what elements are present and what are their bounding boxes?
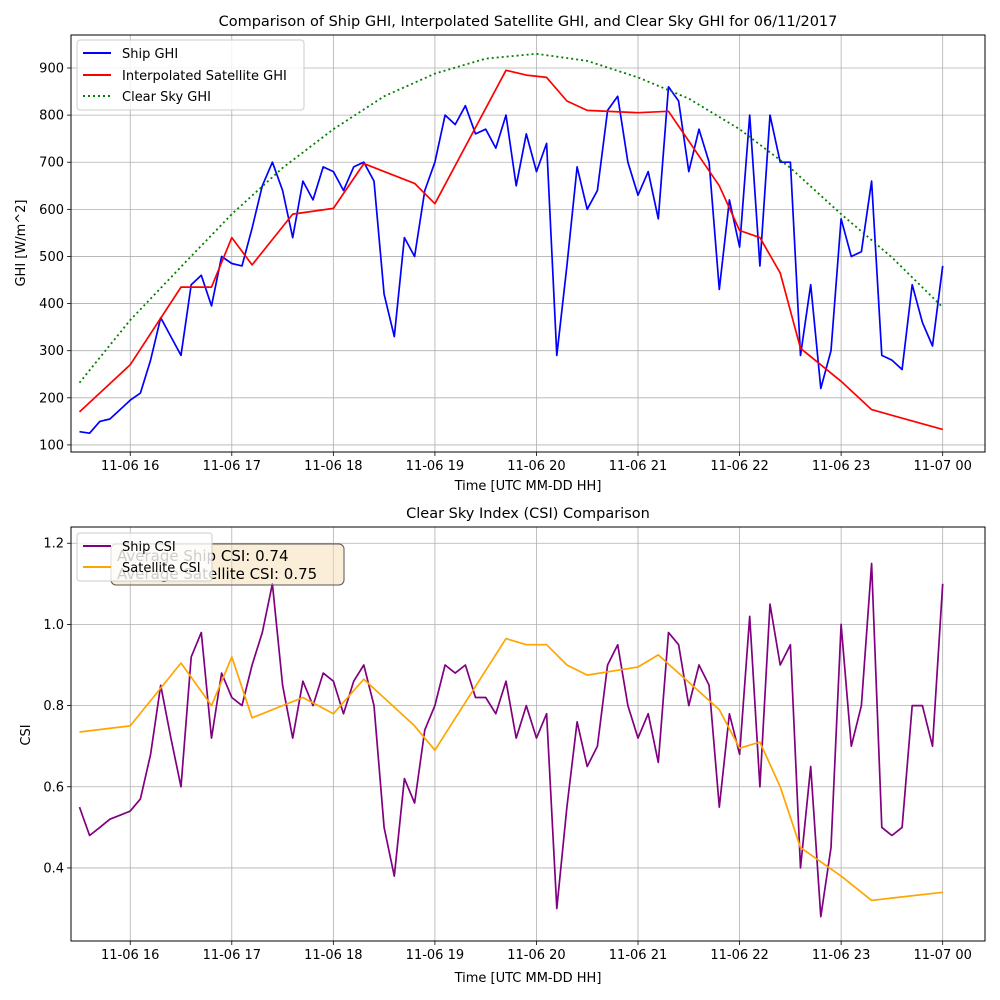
csi-chart-y-label: CSI [19,724,34,745]
ghi-chart-x-ticks: 11-06 16 11-06 17 11-06 18 11-06 19 11-06 20… [101,452,972,474]
ghi-chart-y-label: GHI [W/m^2] [14,199,29,286]
x-tick-label: 11-06 23 [812,459,870,474]
x-tick-label: 11-06 23 [812,948,870,963]
x-tick-label: 11-06 19 [406,948,464,963]
legend-label-satellite-csi: Satellite CSI [122,561,201,576]
ghi-chart-y-ticks: 100 200 300 400 500 600 700 800 900 [39,61,71,453]
legend-box [76,39,305,111]
ghi-chart-frame [70,34,986,453]
csi-chart-frame [70,526,986,942]
x-tick-label: 11-06 21 [609,459,667,474]
x-tick-label: 11-06 17 [203,459,261,474]
x-tick-label: 11-06 21 [609,948,667,963]
y-tick-label: 0.8 [43,699,64,714]
legend-label-ship-ghi: Ship GHI [122,47,178,62]
ghi-chart-grid [71,35,985,452]
x-tick-label: 11-06 22 [710,948,768,963]
x-tick-label: 11-07 00 [913,459,971,474]
y-tick-label: 800 [39,109,64,124]
ghi-chart: Comparison of Ship GHI, Interpolated Sat… [14,14,986,494]
x-tick-label: 11-06 22 [710,459,768,474]
csi-chart-x-label: Time [UTC MM-DD HH] [454,971,602,986]
ghi-chart-x-label: Time [UTC MM-DD HH] [454,479,602,494]
csi-chart-legend: Ship CSI Satellite CSI [76,532,213,582]
csi-chart-x-ticks: 11-06 16 11-06 17 11-06 18 11-06 19 11-06 20… [101,941,972,963]
x-tick-label: 11-06 20 [507,948,565,963]
y-tick-label: 0.6 [43,780,64,795]
x-tick-label: 11-06 19 [406,459,464,474]
csi-chart-y-ticks: 0.4 0.6 0.8 1.0 1.2 [43,537,71,876]
x-tick-label: 11-06 20 [507,459,565,474]
y-tick-label: 500 [39,250,64,265]
csi-chart: Clear Sky Index (CSI) Comparison 11-06 1… [19,506,986,986]
ghi-chart-legend: Ship GHI Interpolated Satellite GHI Clea… [76,39,305,111]
y-tick-label: 700 [39,156,64,171]
x-tick-label: 11-06 18 [304,948,362,963]
csi-chart-grid [71,527,985,941]
x-tick-label: 11-06 16 [101,948,159,963]
y-tick-label: 1.2 [43,537,64,552]
x-tick-label: 11-06 16 [101,459,159,474]
series-line-clear-sky-ghi [78,52,944,384]
legend-label-clear-sky-ghi: Clear Sky GHI [122,90,211,105]
series-line-satellite-csi [79,637,943,902]
y-tick-label: 1.0 [43,618,64,633]
ghi-chart-title: Comparison of Ship GHI, Interpolated Sat… [219,14,838,30]
ghi-chart-series [78,52,944,435]
y-tick-label: 400 [39,297,64,312]
y-tick-label: 900 [39,61,64,76]
legend-label-satellite-ghi: Interpolated Satellite GHI [122,69,287,84]
series-line-interpolated-satellite-ghi [78,69,943,431]
y-tick-label: 200 [39,391,64,406]
y-tick-label: 300 [39,344,64,359]
csi-chart-title: Clear Sky Index (CSI) Comparison [406,506,650,522]
csi-chart-series [78,562,944,918]
y-tick-label: 600 [39,203,64,218]
x-tick-label: 11-06 18 [304,459,362,474]
x-tick-label: 11-07 00 [913,948,971,963]
y-tick-label: 0.4 [43,861,64,876]
x-tick-label: 11-06 17 [203,948,261,963]
y-tick-label: 100 [39,438,64,453]
legend-label-ship-csi: Ship CSI [122,540,176,555]
